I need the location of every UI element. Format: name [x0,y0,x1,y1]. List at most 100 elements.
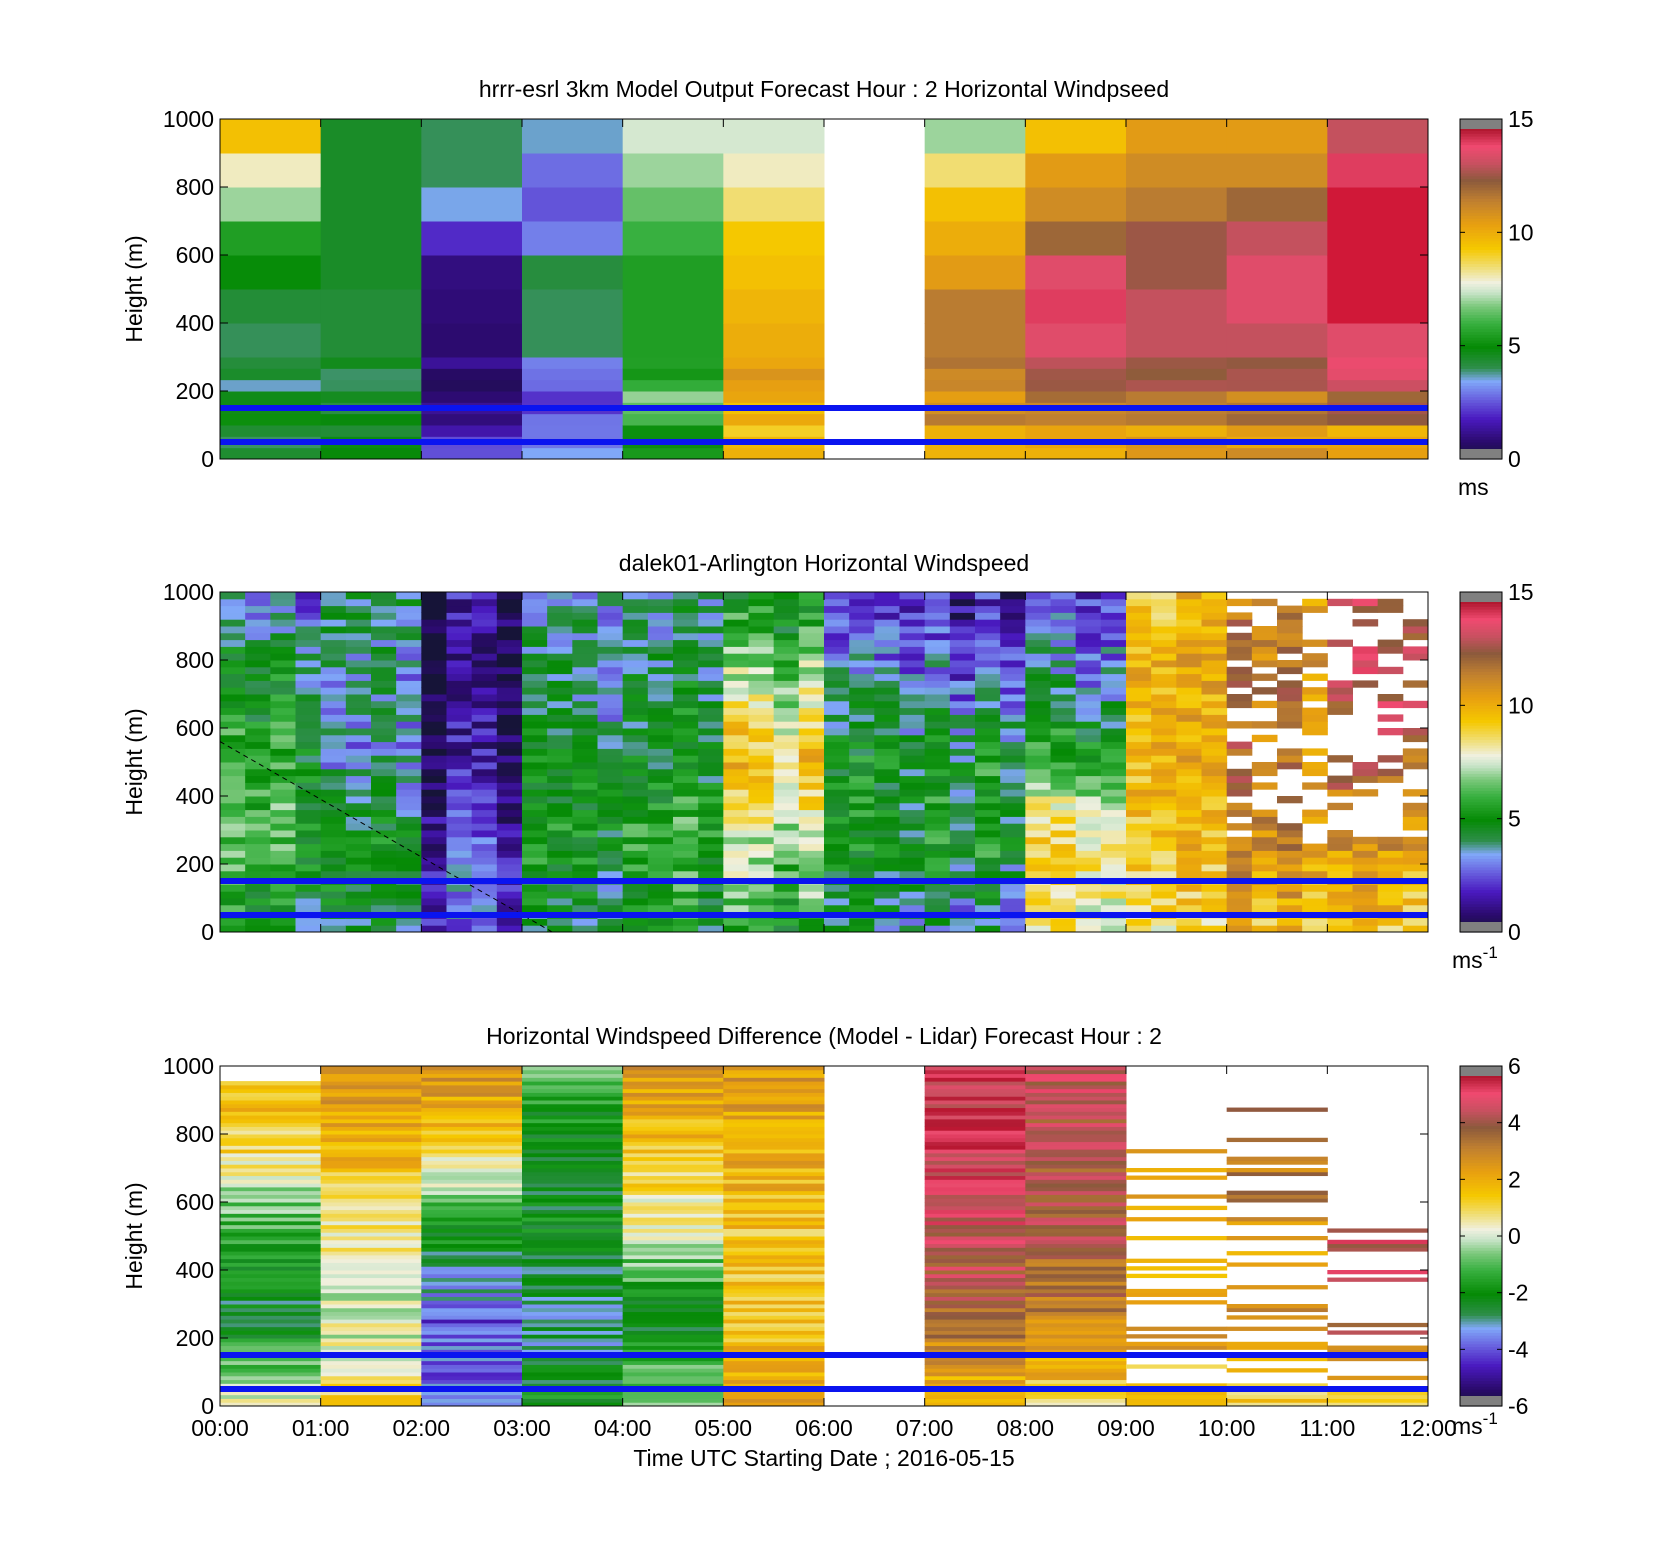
heatmap-cell [622,592,649,600]
heatmap-cell [547,775,573,783]
heatmap-cell [1025,1118,1127,1124]
heatmap-cell [345,857,372,865]
heatmap-cell [622,1096,724,1101]
heatmap-cell [220,1202,322,1207]
heatmap-cell [1025,221,1127,256]
heatmap-cell [748,666,775,675]
heatmap-cell [1151,605,1177,613]
heatmap-cell [1025,1379,1127,1384]
heatmap-cell [371,626,397,634]
heatmap-cell [874,592,900,600]
heatmap-cell [572,592,598,600]
heatmap-cell [673,619,699,627]
heatmap-cell [597,762,624,770]
colorbar-swatch [1460,144,1502,148]
heatmap-cell [245,680,271,688]
colorbar-swatch [1460,1114,1502,1118]
heatmap-cell [220,1084,322,1090]
heatmap-cell [446,748,473,756]
heatmap-cell [1025,632,1051,641]
heatmap-cell [270,857,296,865]
colorbar-swatch [1460,399,1502,403]
heatmap-cell [824,639,850,647]
heatmap-cell [1126,119,1228,154]
colorbar-swatch [1460,1241,1502,1246]
heatmap-cell [220,1111,322,1116]
heatmap-cell [1025,1130,1127,1135]
heatmap-cell [1226,639,1253,647]
heatmap-cell [1201,843,1228,851]
heatmap-cell [924,870,951,879]
heatmap-cell [824,700,850,709]
heatmap-cell [295,707,322,715]
heatmap-cell [622,1081,724,1086]
heatmap-cell [1327,1243,1429,1248]
heatmap-cell [496,755,523,763]
heatmap-cell [798,700,825,709]
heatmap-cell [798,782,825,790]
heatmap-cell [421,1198,523,1203]
heatmap-cell [320,1232,422,1237]
heatmap-cell [597,700,624,709]
heatmap-cell [622,1115,724,1120]
heatmap-cell [773,870,800,879]
heatmap-cell [874,918,900,926]
colorbar-swatch [1460,895,1502,899]
chart-title: hrrr-esrl 3km Model Output Forecast Hour… [479,76,1169,102]
heatmap-cell [1100,687,1127,695]
heatmap-cell [295,782,322,790]
heatmap-cell [396,598,422,607]
heatmap-cell [723,1126,825,1131]
heatmap-cell [320,796,347,804]
heatmap-cell [723,368,825,381]
heatmap-cell [522,1130,624,1135]
heatmap-cell [295,639,322,647]
heatmap-cell [773,605,800,613]
heatmap-cell [572,700,598,709]
colorbar-swatch [1460,815,1502,820]
heatmap-cell [270,898,296,906]
heatmap-cell [824,782,850,790]
heatmap-cell [371,707,397,715]
heatmap-cell [1377,598,1404,607]
heatmap-cell [1327,782,1353,790]
heatmap-cell [320,289,422,324]
heatmap-cell [471,925,498,933]
heatmap-cell [1126,1334,1228,1339]
heatmap-cell [471,673,498,681]
heatmap-cell [1126,187,1228,222]
heatmap-cell [1126,884,1152,892]
heatmap-cell [773,707,800,715]
heatmap-cell [924,1360,1026,1365]
heatmap-cell [1176,721,1202,729]
heatmap-cell [245,639,271,647]
heatmap-cell [1151,687,1177,695]
heatmap-cell [1075,925,1102,933]
heatmap-cell [698,673,724,681]
heatmap-cell [1050,762,1077,770]
heatmap-cell [1126,391,1228,403]
heatmap-cell [798,734,825,743]
heatmap-cell [1226,857,1253,865]
heatmap-cell [1025,925,1051,933]
colorbar-tick-label: -4 [1508,1336,1529,1362]
heatmap-cell [1075,782,1102,790]
heatmap-cell [522,1383,624,1388]
heatmap-cell [572,639,598,647]
heatmap-cell [975,904,1001,913]
heatmap-cell [949,857,976,865]
heatmap-cell [1327,413,1429,426]
heatmap-cell [295,660,322,668]
heatmap-cell [345,694,372,702]
heatmap-cell [1025,1356,1127,1362]
heatmap-cell [899,714,926,722]
heatmap-cell [220,1183,322,1188]
heatmap-cell [824,789,850,797]
heatmap-cell [723,666,749,675]
heatmap-cell [320,1330,422,1335]
heatmap-cell [1050,700,1077,709]
heatmap-cell [874,762,900,770]
heatmap-cell [1176,632,1202,641]
heatmap-cell [798,830,825,838]
heatmap-cell [471,904,498,913]
